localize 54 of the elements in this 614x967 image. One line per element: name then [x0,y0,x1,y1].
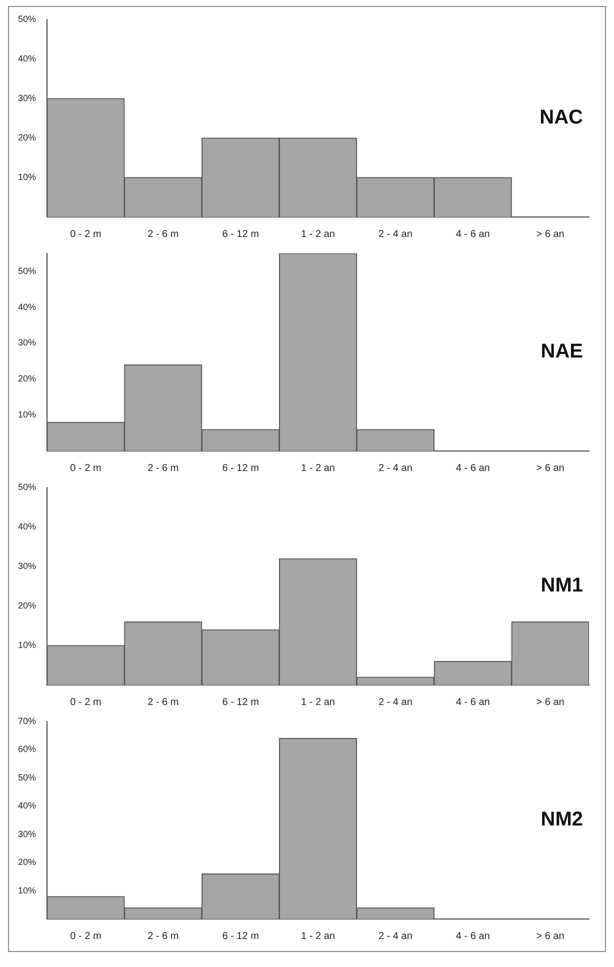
text: NM2 [540,808,583,831]
x-tick-label: 2 - 6 m [148,930,179,942]
y-tick-label: 60% [18,744,36,754]
x-tick-label: 1 - 2 an [301,228,335,240]
x-tick-label: 4 - 6 an [456,228,490,240]
x-tick-label: 4 - 6 an [456,930,490,942]
x-tick-label: 2 - 6 m [148,696,179,708]
x-tick-label: 6 - 12 m [222,696,259,708]
y-tick-label: 30% [18,560,36,571]
y-tick-label: 50% [18,772,36,782]
y-tick-label: 70% [18,716,36,726]
y-tick-label: 40% [18,521,36,532]
x-tick-label: > 6 an [536,930,564,942]
y-tick-label: 40% [18,800,36,811]
x-tick-label: 2 - 4 an [378,696,412,708]
x-tick-label: 6 - 12 m [222,228,259,240]
x-tick-label: 2 - 4 an [378,930,412,942]
x-tick-label: 0 - 2 m [70,696,102,708]
x-tick-label: 0 - 2 m [70,228,102,240]
y-tick-label: 40% [18,53,36,64]
x-tick-label: 2 - 6 m [148,462,179,474]
x-tick-label: > 6 an [536,228,564,240]
y-tick-label: 10% [18,885,36,896]
y-tick-label: 50% [18,14,36,24]
y-tick-label: 20% [18,374,36,384]
x-tick-label: > 6 an [536,696,564,708]
y-tick-label: 20% [18,132,36,142]
x-tick-label: 4 - 6 an [456,696,490,708]
x-tick-label: 0 - 2 m [70,462,102,474]
x-tick-label: 1 - 2 an [301,462,335,474]
x-tick-label: 0 - 2 m [70,930,102,942]
y-tick-label: 10% [18,640,36,650]
text: NAE [540,340,583,363]
y-tick-label: 20% [18,857,36,868]
y-tick-label: 30% [18,338,36,348]
y-tick-label: 30% [18,92,36,103]
x-tick-label: 1 - 2 an [301,930,335,942]
x-tick-label: 6 - 12 m [222,930,259,942]
x-tick-label: 2 - 6 m [148,228,179,240]
x-tick-label: 1 - 2 an [301,696,335,708]
x-tick-label: 6 - 12 m [222,462,259,474]
y-tick-label: 40% [18,302,36,312]
y-tick-label: 50% [18,482,36,492]
text: NM1 [540,574,583,597]
x-tick-label: > 6 an [536,462,564,474]
y-tick-label: 30% [18,828,36,839]
y-tick-label: 50% [18,266,36,276]
text: NAC [540,106,583,129]
x-tick-label: 4 - 6 an [456,462,490,474]
x-tick-label: 2 - 4 an [378,462,412,474]
y-tick-label: 10% [18,172,36,182]
y-tick-label: 20% [18,600,36,610]
y-tick-label: 10% [18,410,36,420]
x-tick-label: 2 - 4 an [378,228,412,240]
